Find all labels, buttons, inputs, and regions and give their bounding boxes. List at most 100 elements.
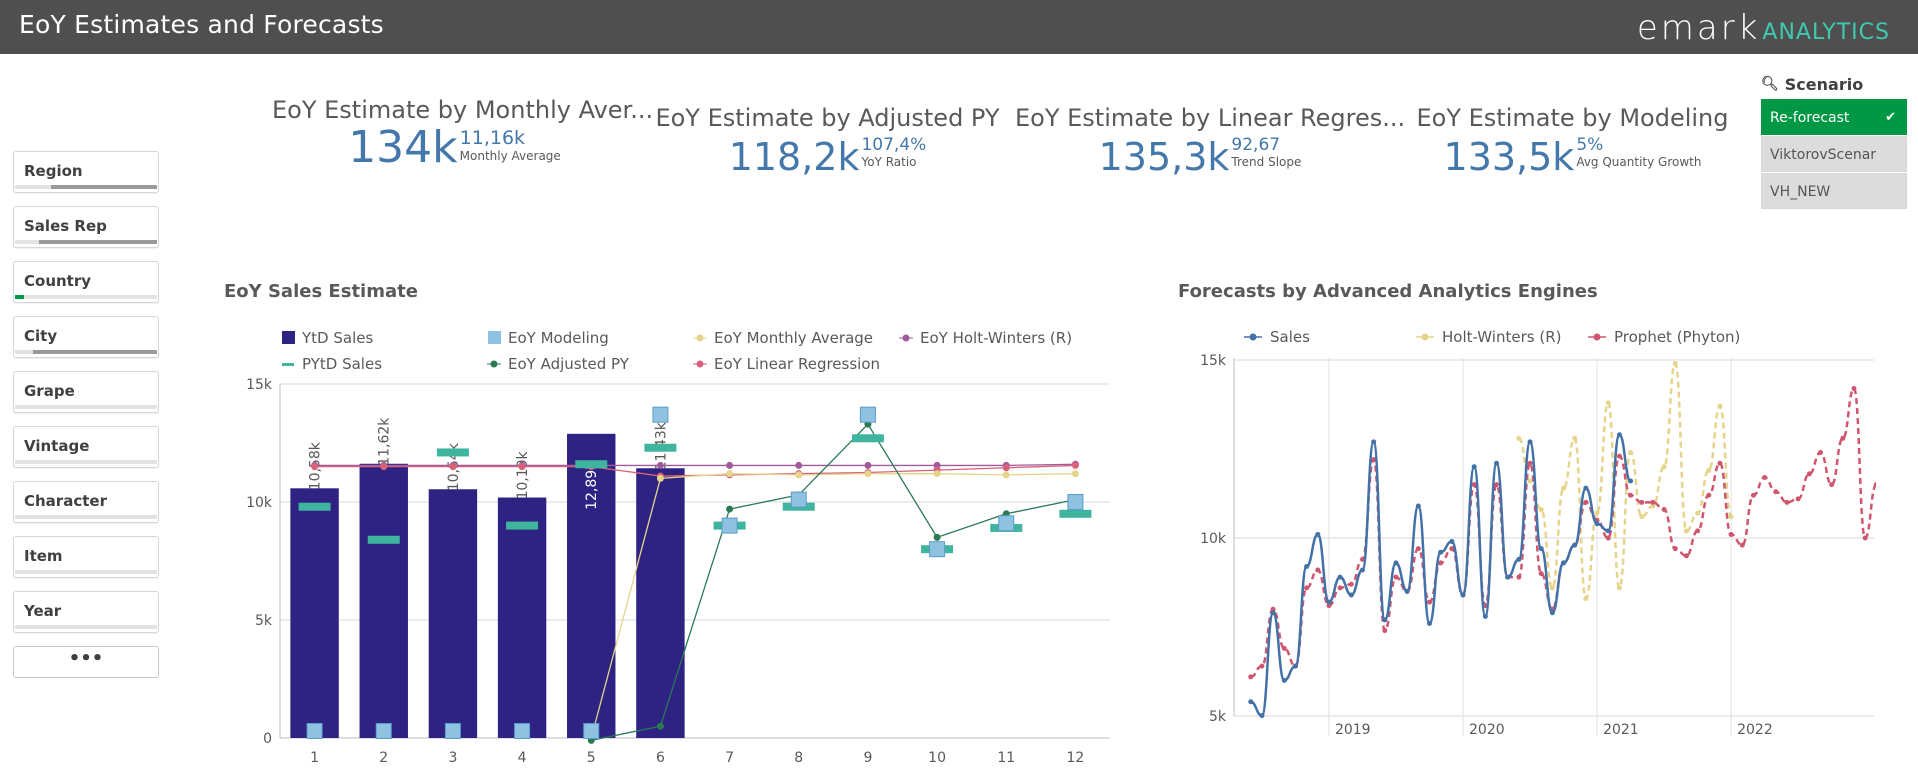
bar-ytd-sales	[636, 468, 685, 738]
line-holt-winters-point	[1695, 510, 1701, 516]
x-tick-label: 6	[656, 750, 665, 766]
search-icon[interactable]: 🔍︎	[1761, 76, 1779, 92]
scenario-item-vh-new[interactable]: VH_NEW	[1761, 173, 1907, 209]
line-holt-winters-point	[1527, 478, 1533, 484]
line-prophet-point	[1750, 492, 1756, 498]
scenario-item-re-forecast[interactable]: Re-forecast ✔	[1761, 99, 1907, 135]
filter-character[interactable]: Character	[13, 481, 159, 523]
line-prophet-point	[1516, 574, 1522, 580]
line-sales-point	[1281, 677, 1287, 683]
kpi-title: EoY Estimate by Modeling	[1416, 104, 1729, 132]
page-title: EoY Estimates and Forecasts	[19, 10, 384, 39]
line-holt-winters-point	[1605, 400, 1611, 406]
bar-data-label: 11,62k	[377, 417, 393, 466]
legend-swatch	[282, 331, 295, 344]
y-tick-label: 10k	[246, 495, 273, 511]
bar-ytd-sales	[428, 489, 478, 738]
filter-state-bar	[15, 185, 157, 189]
marker-eoy-modeling	[306, 723, 323, 739]
filter-year[interactable]: Year	[13, 591, 159, 633]
line-eoy-holt-winters-point	[795, 461, 803, 469]
line-prophet-point	[1661, 507, 1667, 513]
line-prophet-point	[1728, 531, 1734, 537]
line-eoy-monthly-average-point	[1002, 471, 1010, 479]
more-filters-button[interactable]: •••	[13, 646, 159, 678]
line-eoy-linear-regression-point	[380, 463, 388, 471]
filter-sales-rep[interactable]: Sales Rep	[13, 206, 159, 248]
line-sales-point	[1527, 439, 1533, 445]
x-tick-label: 10	[928, 750, 946, 766]
line-eoy-monthly-average-point	[726, 470, 734, 478]
line-sales-point	[1628, 478, 1634, 484]
line-holt-winters-point	[1549, 585, 1555, 591]
line-sales-point	[1393, 560, 1399, 566]
marker-eoy-modeling	[859, 406, 876, 423]
line-eoy-monthly-average-point	[795, 471, 803, 479]
x-tick-label: 9	[863, 750, 872, 766]
bar-ytd-sales	[359, 463, 408, 738]
line-sales-point	[1438, 549, 1444, 555]
scenario-item-label: VH_NEW	[1770, 184, 1831, 200]
line-eoy-holt-winters-point	[726, 461, 734, 469]
kpi-title: EoY Estimate by Monthly Aver...	[272, 96, 654, 124]
marker-eoy-modeling	[929, 541, 946, 558]
bar-ytd-sales	[567, 433, 616, 738]
eoy-sales-estimate-chart[interactable]: YtD Sales EoY Modeling EoY Monthly Average…	[224, 320, 1124, 776]
line-prophet-point	[1862, 535, 1868, 541]
app-header: EoY Estimates and Forecasts emark ANALYT…	[0, 0, 1918, 54]
filter-region[interactable]: Region	[13, 151, 159, 193]
filter-label: Country	[24, 272, 92, 290]
scenario-header[interactable]: 🔍︎ Scenario	[1761, 70, 1907, 98]
line-holt-winters-point	[1717, 403, 1723, 409]
filter-state-fill	[15, 295, 24, 299]
line-sales	[1250, 433, 1632, 717]
filter-vintage[interactable]: Vintage	[13, 426, 159, 468]
line-sales-point	[1594, 521, 1600, 527]
marker-eoy-modeling	[998, 515, 1015, 532]
legend-swatch	[1421, 333, 1429, 341]
legend-swatch	[282, 363, 294, 366]
x-tick-label: 2019	[1335, 722, 1371, 738]
forecasts-chart[interactable]: Sales Holt-Winters (R) Prophet (Phyton) 5k 1…	[1178, 320, 1876, 776]
line-prophet	[1250, 387, 1876, 679]
scenario-title: Scenario	[1784, 74, 1864, 94]
filter-item[interactable]: Item	[13, 536, 159, 578]
line-prophet-point	[1829, 482, 1835, 488]
marker-eoy-modeling	[444, 723, 461, 739]
line-sales-point	[1616, 432, 1622, 438]
y-tick-label: 5k	[255, 613, 273, 629]
line-prophet-point	[1371, 457, 1377, 463]
kpi-modeling[interactable]: EoY Estimate by Modeling 133,5k 5% Avg Q…	[1400, 104, 1745, 178]
line-prophet-point	[1616, 453, 1622, 459]
kpi-adjusted-py[interactable]: EoY Estimate by Adjusted PY 118,2k 107,4…	[655, 104, 1000, 178]
marker-pytd-sales	[851, 434, 884, 443]
line-prophet-point	[1672, 546, 1678, 552]
filter-city[interactable]: City	[13, 316, 159, 358]
line-eoy-holt-winters-point	[656, 461, 664, 469]
line-holt-winters-point	[1572, 435, 1578, 441]
line-prophet-point	[1304, 585, 1310, 591]
line-prophet-point	[1784, 499, 1790, 505]
line-holt-winters-point	[1628, 450, 1634, 456]
line-eoy-linear-regression-point	[518, 463, 526, 471]
kpi-sub-value: 107,4%	[861, 135, 927, 155]
marker-eoy-modeling	[514, 723, 531, 739]
line-sales-point	[1415, 503, 1421, 509]
filter-state-fill	[39, 240, 157, 244]
line-prophet-point	[1695, 528, 1701, 534]
scenario-item-viktorovscenar[interactable]: ViktorovScenar	[1761, 136, 1907, 172]
filter-country[interactable]: Country	[13, 261, 159, 303]
kpi-monthly-average[interactable]: EoY Estimate by Monthly Aver... 134k 11,…	[272, 96, 654, 172]
kpi-value: 133,5k	[1443, 135, 1575, 179]
line-eoy-monthly-average-point	[933, 470, 941, 478]
legend-swatch	[902, 334, 910, 342]
kpi-linear-regression[interactable]: EoY Estimate by Linear Regres... 135,3k …	[1015, 104, 1405, 178]
line-sales-point	[1538, 546, 1544, 552]
kpi-sub-value: 92,67	[1231, 135, 1281, 155]
filter-pane: Region Sales Rep Country City Grape Vint…	[13, 151, 159, 678]
filter-grape[interactable]: Grape	[13, 371, 159, 413]
scenario-filter: 🔍︎ Scenario Re-forecast ✔ ViktorovScenar…	[1761, 70, 1907, 209]
line-prophet-point	[1382, 628, 1388, 634]
line-sales-point	[1505, 574, 1511, 580]
kpi-sub-label: Avg Quantity Growth	[1576, 155, 1702, 169]
